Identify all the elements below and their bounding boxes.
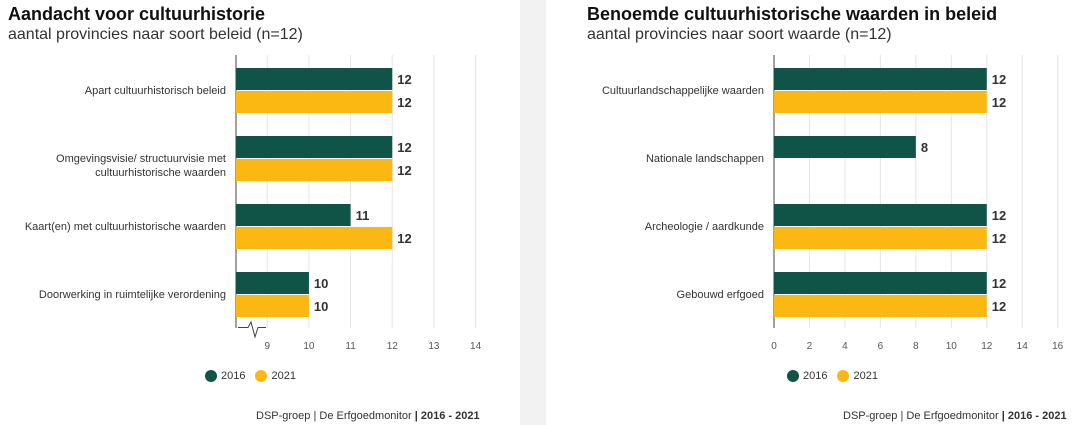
- x-tick-label: 2: [807, 341, 813, 352]
- bar-2016: [236, 204, 351, 226]
- bar-2016: [774, 272, 987, 294]
- bar-2021: [236, 295, 309, 317]
- x-tick-label: 4: [842, 341, 848, 352]
- legend-label: 2021: [853, 370, 878, 382]
- data-label: 12: [397, 140, 411, 155]
- legend-item-2016: 2016: [205, 370, 245, 382]
- chart-title: Benoemde cultuurhistorische waarden in b…: [587, 4, 998, 24]
- x-tick-label: 9: [264, 341, 270, 352]
- x-tick-label: 13: [428, 341, 440, 352]
- data-label: 12: [992, 276, 1006, 291]
- source-text: DSP-groep | De Erfgoedmonitor: [843, 410, 1002, 422]
- source-note: DSP-groep | De Erfgoedmonitor | 2016 - 2…: [843, 410, 1067, 422]
- data-label: 12: [992, 95, 1006, 110]
- category-label: Omgevingsvisie/ structuurvisie met cultu…: [56, 153, 226, 179]
- source-years: | 2016 - 2021: [1001, 410, 1067, 422]
- legend-swatch-2021: [837, 370, 850, 382]
- category-label: Doorwerking in ruimtelijke verordening: [38, 289, 226, 301]
- bar-2021: [236, 227, 393, 249]
- legend-item-2021: 2021: [837, 370, 878, 382]
- panel-divider: [520, 0, 546, 425]
- bar-chart-left: 9 10 11 12 13 14 12 12 12 12 11 12 10 10: [235, 55, 482, 352]
- bar-2021: [236, 159, 393, 181]
- chart-panel-left: Aandacht voor cultuurhistorie aantal pro…: [0, 0, 520, 425]
- legend-label: 2021: [271, 370, 296, 382]
- data-label: 10: [314, 276, 328, 291]
- legend-swatch-2016: [205, 370, 217, 382]
- data-label: 12: [992, 72, 1006, 87]
- bar-chart-right: 0 2 4 6 8 10 12 14 16 12 12 8 12 12 12 12: [771, 55, 1064, 352]
- data-label: 12: [397, 95, 411, 110]
- data-label: 12: [397, 163, 411, 178]
- legend-item-2016: 2016: [787, 370, 827, 382]
- source-note: DSP-groep | De Erfgoedmonitor | 2016 - 2…: [256, 410, 480, 422]
- chart-title: Aandacht voor cultuurhistorie: [8, 4, 266, 24]
- chart-panel-right: Benoemde cultuurhistorische waarden in b…: [546, 0, 1072, 425]
- x-tick-label: 6: [878, 341, 884, 352]
- legend-item-2021: 2021: [255, 370, 296, 382]
- data-label: 11: [356, 208, 370, 223]
- x-tick-label: 0: [771, 341, 777, 352]
- bar-2021: [236, 91, 393, 113]
- legend: 2016 2021: [787, 370, 888, 382]
- legend-label: 2016: [803, 370, 828, 382]
- legend: 2016 2021: [205, 370, 306, 382]
- bar-2021: [774, 91, 987, 113]
- legend-swatch-2021: [255, 370, 268, 382]
- chart-subtitle: aantal provincies naar soort waarde (n=1…: [587, 26, 892, 43]
- x-tick-label: 14: [470, 341, 482, 352]
- category-label: Cultuurlandschappelijke waarden: [601, 85, 764, 97]
- legend-swatch-2016: [787, 370, 799, 382]
- chart-subtitle: aantal provincies naar soort beleid (n=1…: [8, 26, 303, 43]
- data-label: 12: [397, 72, 411, 87]
- data-label: 12: [992, 299, 1006, 314]
- data-label: 12: [397, 231, 411, 246]
- x-tick-label: 14: [1017, 341, 1029, 352]
- bar-2016: [774, 136, 916, 158]
- x-tick-label: 10: [946, 341, 958, 352]
- x-tick-label: 12: [981, 341, 993, 352]
- legend-label: 2016: [221, 370, 246, 382]
- data-label: 10: [314, 299, 328, 314]
- category-label: Archeologie / aardkunde: [644, 221, 764, 233]
- x-tick-label: 11: [345, 341, 356, 352]
- x-tick-label: 12: [387, 341, 399, 352]
- axis-break-icon: [238, 320, 266, 339]
- bar-2016: [236, 136, 393, 158]
- bar-2016: [774, 204, 987, 226]
- bar-2016: [236, 68, 393, 90]
- data-label: 8: [921, 140, 928, 155]
- bar-2021: [774, 227, 987, 249]
- x-tick-label: 16: [1052, 341, 1064, 352]
- source-years: | 2016 - 2021: [414, 410, 480, 422]
- category-label: Gebouwd erfgoed: [676, 289, 764, 301]
- x-tick-label: 8: [913, 341, 919, 352]
- category-label: Kaart(en) met cultuurhistorische waarden: [24, 221, 226, 233]
- category-label: Nationale landschappen: [645, 153, 764, 165]
- category-label: Apart cultuurhistorisch beleid: [84, 85, 226, 97]
- source-text: DSP-groep | De Erfgoedmonitor: [256, 410, 415, 422]
- bar-2016: [774, 68, 987, 90]
- data-label: 12: [992, 231, 1006, 246]
- bar-2016: [236, 272, 309, 294]
- x-tick-label: 10: [303, 341, 315, 352]
- data-label: 12: [992, 208, 1006, 223]
- bar-2021: [774, 295, 987, 317]
